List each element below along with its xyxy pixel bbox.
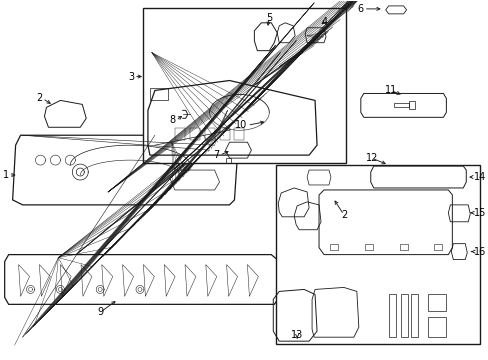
Text: 9: 9 (97, 307, 103, 317)
Text: 2: 2 (36, 94, 42, 103)
Bar (142, 8, 345, 163)
Text: 14: 14 (473, 172, 486, 182)
Text: 13: 13 (290, 330, 303, 340)
Text: 2: 2 (340, 210, 346, 220)
Text: 8: 8 (169, 115, 175, 125)
Bar (276, 165, 479, 344)
Text: 10: 10 (235, 120, 247, 130)
Text: 7: 7 (213, 150, 219, 160)
Text: 16: 16 (473, 247, 486, 257)
Text: 4: 4 (321, 17, 327, 27)
Text: 6: 6 (357, 4, 363, 14)
Text: 11: 11 (384, 85, 396, 95)
Text: 12: 12 (365, 153, 377, 163)
Text: 1: 1 (2, 170, 9, 180)
Polygon shape (5, 255, 279, 304)
Text: 15: 15 (473, 208, 486, 218)
Text: 5: 5 (265, 13, 272, 23)
Text: 3: 3 (128, 72, 134, 81)
Polygon shape (13, 135, 237, 205)
